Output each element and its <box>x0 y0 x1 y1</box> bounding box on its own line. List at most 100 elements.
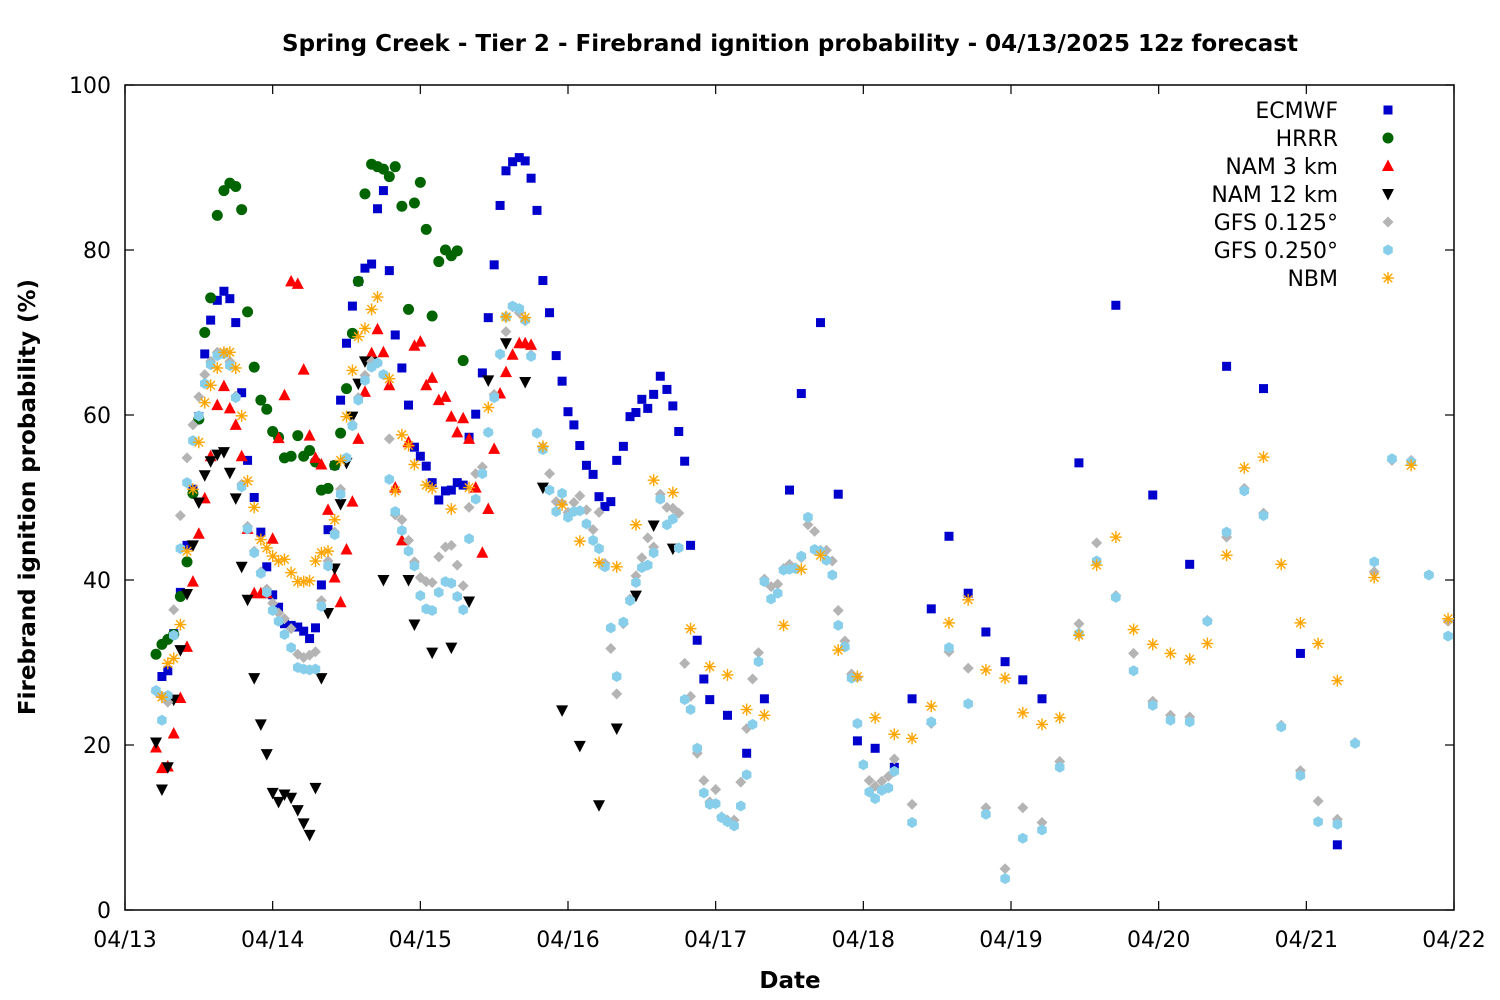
data-point <box>1405 459 1418 472</box>
data-point <box>907 694 917 704</box>
data-point <box>181 545 194 558</box>
data-point <box>662 384 672 394</box>
data-point <box>852 736 862 746</box>
data-point <box>403 545 414 557</box>
data-point <box>397 363 407 373</box>
data-point <box>396 514 408 526</box>
data-point <box>174 691 187 703</box>
data-point <box>1018 675 1028 685</box>
data-point <box>451 559 463 571</box>
data-point <box>464 533 474 545</box>
data-point <box>1000 873 1010 885</box>
data-point <box>495 200 505 210</box>
data-point <box>457 355 469 367</box>
data-point <box>463 596 476 608</box>
data-point <box>297 363 310 375</box>
data-point <box>647 520 660 533</box>
marks-layer <box>150 153 1455 885</box>
data-point <box>832 644 845 657</box>
data-point <box>796 550 807 562</box>
data-point <box>157 714 167 726</box>
y-tick-label: 100 <box>69 74 111 99</box>
data-point <box>303 829 316 842</box>
data-point <box>1073 618 1085 630</box>
data-point <box>536 440 549 453</box>
data-point <box>236 204 248 216</box>
data-point <box>157 672 167 682</box>
data-point <box>342 338 351 348</box>
chart-title: Spring Creek - Tier 2 - Firebrand igniti… <box>282 31 1298 57</box>
data-point <box>612 455 622 465</box>
data-point <box>1074 458 1084 468</box>
data-point <box>335 427 347 439</box>
data-point <box>888 728 901 741</box>
data-point <box>1053 711 1066 724</box>
data-point <box>262 586 272 598</box>
legend-marker <box>1382 216 1394 228</box>
data-point <box>266 787 279 800</box>
data-point <box>477 368 487 378</box>
data-point <box>262 562 272 572</box>
data-point <box>377 345 390 358</box>
data-point <box>242 523 253 535</box>
data-point <box>802 519 814 531</box>
data-point <box>316 600 327 612</box>
data-point <box>1000 657 1010 667</box>
data-point <box>457 580 469 592</box>
data-point <box>519 377 532 389</box>
data-point <box>684 622 697 635</box>
data-point <box>1369 556 1380 568</box>
data-point <box>403 303 415 315</box>
legend-marker <box>1382 159 1394 171</box>
data-point <box>346 364 359 377</box>
data-point <box>218 185 230 197</box>
data-point <box>963 698 973 710</box>
data-point <box>445 642 458 655</box>
data-point <box>299 626 309 636</box>
data-point <box>445 539 457 551</box>
data-point <box>710 784 722 796</box>
data-point <box>297 818 310 830</box>
data-point <box>408 339 421 351</box>
data-point <box>272 796 285 809</box>
data-point <box>747 673 759 685</box>
data-point <box>906 732 919 745</box>
data-point <box>346 495 359 507</box>
data-point <box>352 432 365 444</box>
data-point <box>458 604 468 616</box>
data-point <box>167 652 180 665</box>
y-tick-label: 0 <box>97 899 111 924</box>
data-point <box>501 166 511 176</box>
data-point <box>821 554 832 566</box>
data-point <box>445 410 458 422</box>
data-point <box>291 805 304 817</box>
data-point <box>383 372 396 385</box>
data-point <box>278 789 291 801</box>
data-point <box>883 782 894 794</box>
data-point <box>499 338 512 350</box>
data-point <box>365 303 378 316</box>
data-point <box>944 642 954 654</box>
data-point <box>1072 629 1085 642</box>
data-point <box>1111 591 1121 603</box>
data-point <box>174 591 186 602</box>
data-point <box>981 808 991 820</box>
data-point <box>323 560 333 572</box>
data-point <box>679 657 691 669</box>
y-axis-label: Firebrand ignition probability (%) <box>15 279 41 715</box>
series-nbm <box>155 291 1455 745</box>
data-point <box>772 578 784 590</box>
legend-marker <box>1382 189 1394 201</box>
data-point <box>506 348 519 360</box>
data-point <box>870 743 880 753</box>
data-point <box>556 705 569 717</box>
data-point <box>199 369 211 381</box>
data-point <box>593 506 605 518</box>
data-point <box>256 567 266 579</box>
data-point <box>347 420 358 432</box>
data-point <box>514 153 524 163</box>
data-point <box>655 493 666 505</box>
data-point <box>926 604 936 614</box>
data-point <box>772 587 783 599</box>
data-point <box>520 156 530 166</box>
